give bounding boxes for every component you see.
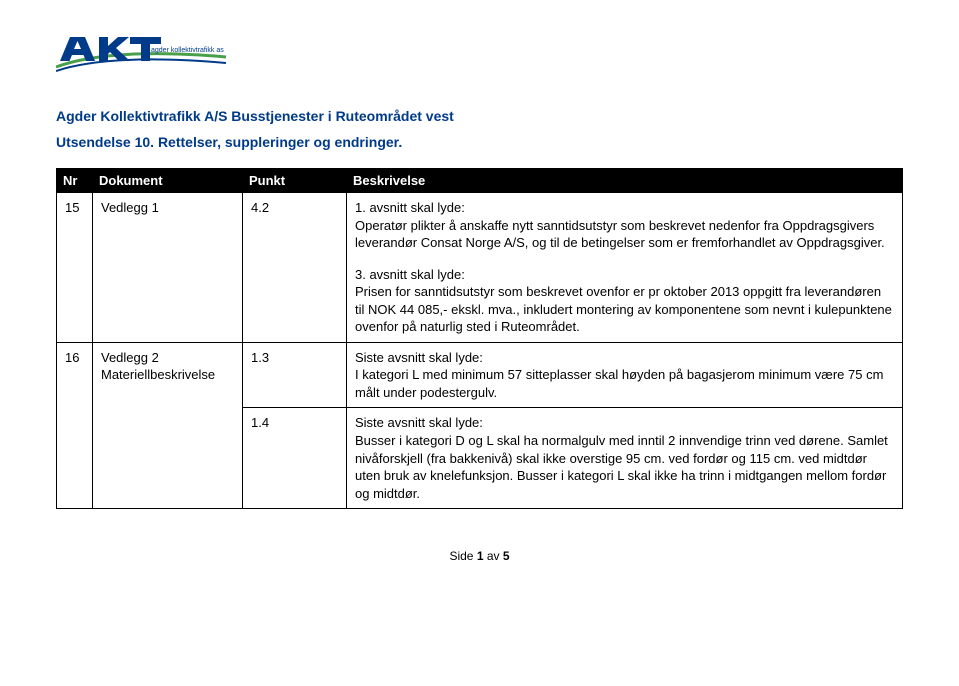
table-row: 15 Vedlegg 1 4.2 1. avsnitt skal lyde:Op… <box>57 193 903 343</box>
desc-paragraph: 1. avsnitt skal lyde:Operatør plikter å … <box>355 199 894 252</box>
page-footer: Side 1 av 5 <box>56 549 903 563</box>
cell-dokument: Vedlegg 2Materiellbeskrivelse <box>93 342 243 508</box>
akt-logo-icon: agder kollektivtrafikk as <box>56 32 226 80</box>
table-row: 16 Vedlegg 2Materiellbeskrivelse 1.3 Sis… <box>57 342 903 408</box>
cell-beskrivelse: Siste avsnitt skal lyde:Busser i kategor… <box>347 408 903 509</box>
footer-sep: av <box>484 549 503 563</box>
cell-beskrivelse: Siste avsnitt skal lyde:I kategori L med… <box>347 342 903 408</box>
cell-punkt: 4.2 <box>243 193 347 343</box>
col-dokument: Dokument <box>93 169 243 193</box>
footer-current: 1 <box>477 549 484 563</box>
logo: agder kollektivtrafikk as <box>56 32 903 80</box>
changes-table: Nr Dokument Punkt Beskrivelse 15 Vedlegg… <box>56 168 903 509</box>
col-beskrivelse: Beskrivelse <box>347 169 903 193</box>
title-line-1: Agder Kollektivtrafikk A/S Busstjenester… <box>56 108 903 124</box>
cell-punkt: 1.4 <box>243 408 347 509</box>
cell-beskrivelse: 1. avsnitt skal lyde:Operatør plikter å … <box>347 193 903 343</box>
cell-nr: 15 <box>57 193 93 343</box>
col-nr: Nr <box>57 169 93 193</box>
logo-subtext: agder kollektivtrafikk as <box>151 47 224 54</box>
page: agder kollektivtrafikk as Agder Kollekti… <box>0 0 959 583</box>
cell-dokument: Vedlegg 1 <box>93 193 243 343</box>
cell-punkt: 1.3 <box>243 342 347 408</box>
cell-nr: 16 <box>57 342 93 508</box>
col-punkt: Punkt <box>243 169 347 193</box>
table-header-row: Nr Dokument Punkt Beskrivelse <box>57 169 903 193</box>
desc-paragraph: 3. avsnitt skal lyde:Prisen for sanntids… <box>355 266 894 336</box>
footer-prefix: Side <box>449 549 476 563</box>
footer-total: 5 <box>503 549 510 563</box>
title-line-2: Utsendelse 10. Rettelser, suppleringer o… <box>56 134 903 150</box>
